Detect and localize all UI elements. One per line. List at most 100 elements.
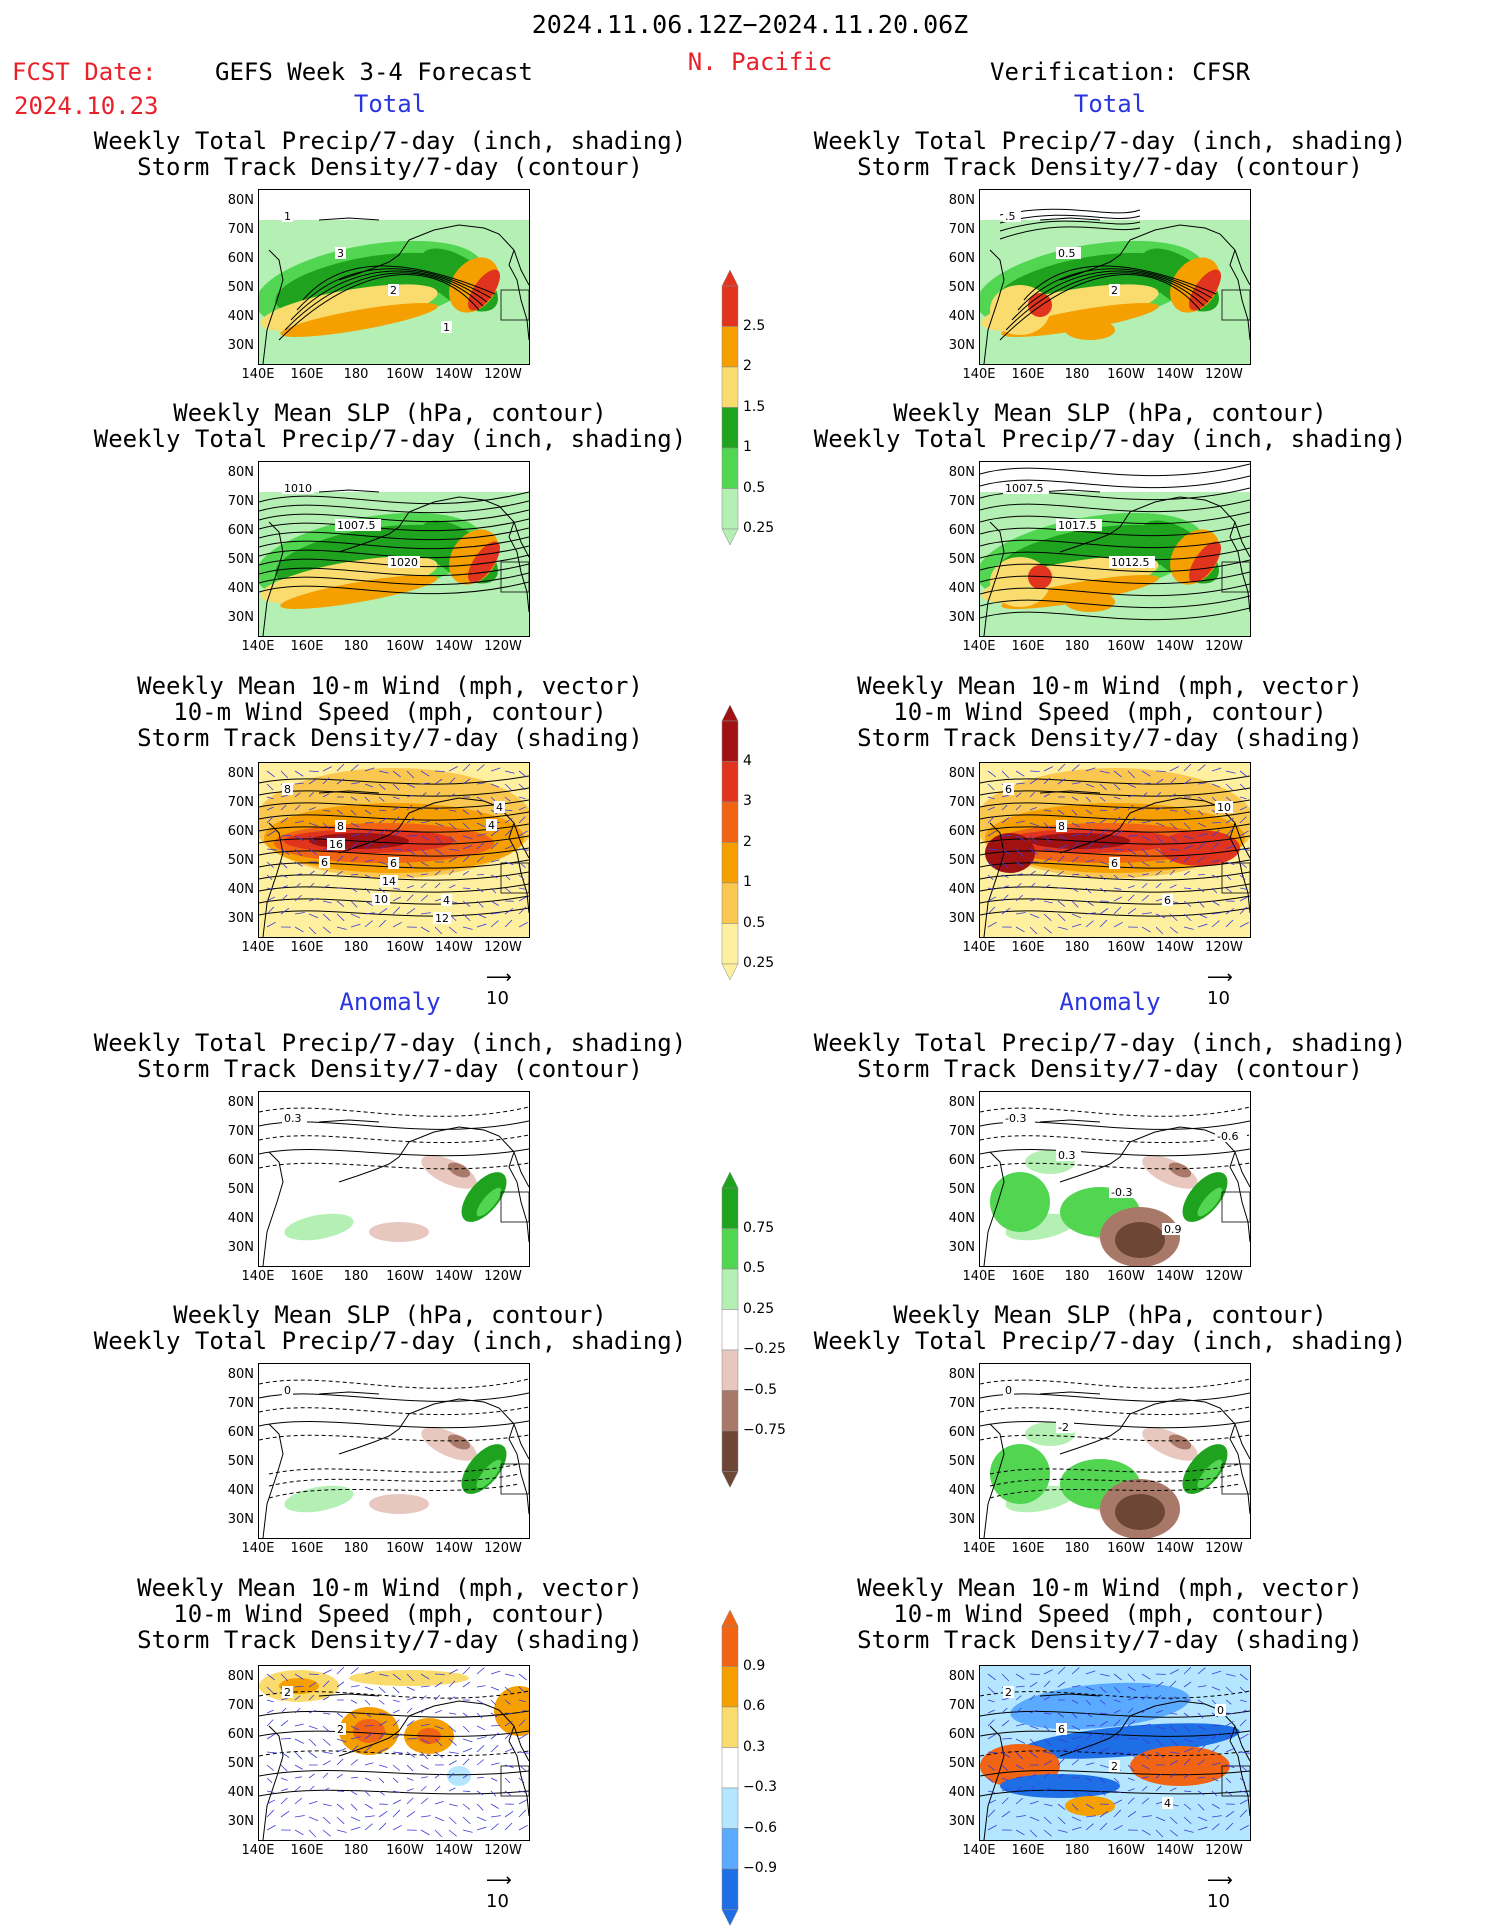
lon-tick: 180	[331, 639, 381, 654]
lon-tick: 140E	[233, 940, 283, 955]
contour-label: 0	[282, 1384, 293, 1397]
lon-tick: 160E	[1003, 1269, 1053, 1284]
wind-vector	[323, 1773, 328, 1778]
lon-tick: 140W	[1150, 1541, 1200, 1556]
wind-vector	[323, 1752, 333, 1754]
svg-text:4: 4	[443, 894, 450, 907]
wind-vector	[267, 1700, 274, 1702]
wind-vector	[365, 1725, 374, 1726]
contour-label: 16	[327, 838, 345, 851]
wind-vector	[295, 1786, 300, 1791]
colorbar-bottom-triangle	[722, 1472, 738, 1488]
wind-vector	[519, 1800, 527, 1804]
colorbar-label: −0.75	[743, 1422, 786, 1438]
wind-vector	[309, 1817, 318, 1821]
lon-tick: 140W	[429, 1843, 479, 1858]
lon-tick: 160E	[282, 1269, 332, 1284]
lat-tick: 40N	[935, 882, 975, 897]
colorbar-segment	[722, 1869, 738, 1910]
wind-vector	[463, 888, 470, 889]
wind-vector	[337, 1713, 343, 1717]
colorbar-label: 2	[743, 834, 752, 850]
contour-label: 8	[335, 820, 346, 833]
contour-label: 0.3	[282, 1112, 307, 1125]
wind-vector	[379, 1687, 385, 1693]
svg-text:2: 2	[284, 1686, 291, 1699]
colorbar-label: 0.75	[743, 1220, 774, 1236]
contour-label: 4	[441, 894, 452, 907]
state-boundary	[1222, 1464, 1250, 1494]
state-boundary	[501, 1464, 529, 1494]
wind-vector	[309, 1726, 317, 1729]
svg-text:1012.5: 1012.5	[1111, 556, 1150, 569]
colorbar-segment	[722, 802, 738, 843]
colorbar-precip_total	[721, 270, 739, 549]
lat-tick: 30N	[214, 911, 254, 926]
lon-tick: 180	[331, 1541, 381, 1556]
lon-tick: 180	[331, 940, 381, 955]
lon-tick: 160E	[282, 940, 332, 955]
map-panel-10: 0-2	[979, 1363, 1251, 1539]
lat-tick: 30N	[935, 1240, 975, 1255]
contour-line	[980, 464, 1250, 476]
colorbar-segment	[722, 448, 738, 489]
wind-vector	[1184, 1791, 1191, 1792]
wind-vector	[477, 1791, 483, 1795]
lon-tick: 180	[331, 1269, 381, 1284]
wind-vector	[505, 1823, 512, 1830]
lat-tick: 40N	[214, 1785, 254, 1800]
wind-vector	[491, 1804, 499, 1809]
wind-vector	[505, 1748, 514, 1752]
contour-line	[259, 1711, 529, 1717]
lon-tick: 160W	[380, 1269, 430, 1284]
colorbar-bottom-triangle	[722, 1910, 738, 1926]
wind-vector	[477, 1737, 487, 1739]
lon-tick: 140W	[429, 1269, 479, 1284]
colorbar-top-triangle	[722, 270, 738, 286]
wind-vector	[323, 1761, 331, 1765]
lat-tick: 40N	[214, 581, 254, 596]
map-plot: -0.30.3-0.30.9-0.6	[980, 1092, 1250, 1266]
lat-tick: 70N	[214, 494, 254, 509]
lat-tick: 30N	[935, 610, 975, 625]
lat-tick: 50N	[214, 853, 254, 868]
lon-tick: 180	[1052, 1269, 1102, 1284]
lon-tick: 140W	[1150, 639, 1200, 654]
lat-tick: 60N	[214, 1425, 254, 1440]
colorbar-segment	[722, 1626, 738, 1667]
lat-tick: 50N	[214, 280, 254, 295]
lon-tick: 160E	[282, 1541, 332, 1556]
lat-tick: 60N	[935, 1153, 975, 1168]
lat-tick: 80N	[935, 1367, 975, 1382]
ref-vector-p12: ⟶10	[1207, 1870, 1233, 1912]
colorbar-segment	[722, 924, 738, 965]
svg-text:2: 2	[1111, 284, 1118, 297]
wind-vector	[281, 1778, 287, 1781]
wind-vector	[477, 1668, 484, 1674]
lat-tick: 60N	[214, 251, 254, 266]
svg-text:2: 2	[1111, 1760, 1118, 1773]
wind-vector	[365, 1804, 373, 1809]
wind-vector	[421, 1816, 431, 1817]
lat-tick: 70N	[935, 222, 975, 237]
lat-tick: 80N	[214, 465, 254, 480]
lon-tick: 120W	[478, 1541, 528, 1556]
colorbar-segment	[722, 883, 738, 924]
svg-text:.5: .5	[1005, 210, 1016, 223]
lon-tick: 140W	[429, 367, 479, 382]
wind-vector	[491, 1816, 501, 1817]
wind-vector	[365, 1824, 373, 1830]
wind-vector	[365, 1700, 370, 1705]
wind-vector	[337, 1830, 347, 1833]
lat-tick: 50N	[214, 552, 254, 567]
wind-vector	[281, 1720, 288, 1726]
wind-vector	[491, 1725, 500, 1726]
colorbar-label: 3	[743, 793, 752, 809]
shade-region	[282, 1481, 355, 1517]
lon-tick: 140W	[1150, 1269, 1200, 1284]
contour-label: 2	[1109, 1760, 1120, 1773]
map-panel-7: 0.3	[258, 1091, 530, 1267]
colorbar-label: 0.9	[743, 1658, 765, 1674]
wind-vector	[267, 1765, 274, 1771]
